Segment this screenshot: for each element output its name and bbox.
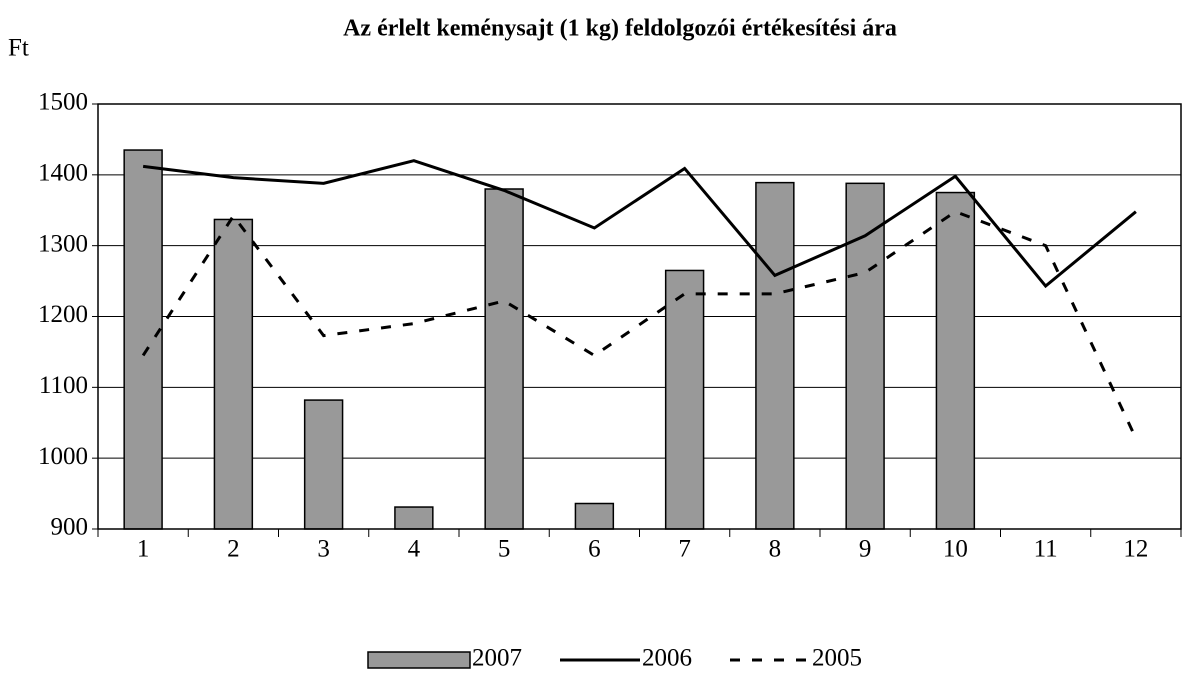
y-axis-label: Ft — [8, 35, 29, 62]
x-tick-label: 4 — [408, 536, 421, 563]
x-tick-label: 3 — [317, 536, 330, 563]
x-tick-label: 1 — [137, 536, 150, 563]
bar — [755, 181, 795, 530]
chart-title: Az érlelt keménysajt (1 kg) feldolgozói … — [343, 16, 897, 42]
x-tick-label: 7 — [678, 536, 691, 563]
x-tick-label: 9 — [859, 536, 872, 563]
legend-label: 2006 — [642, 645, 692, 672]
legend-label: 2007 — [472, 645, 522, 672]
y-tick-label: 900 — [51, 514, 89, 541]
bar — [213, 218, 254, 530]
bar — [123, 149, 163, 530]
y-tick-label: 1000 — [38, 443, 88, 470]
bar — [574, 502, 615, 530]
x-tick-label: 12 — [1123, 536, 1148, 563]
y-tick-label: 1400 — [38, 160, 88, 187]
y-tick-label: 1300 — [38, 230, 88, 257]
bar — [935, 191, 976, 530]
bar — [303, 399, 344, 530]
x-tick-label: 8 — [769, 536, 782, 563]
x-tick-label: 5 — [498, 536, 511, 563]
x-tick-label: 10 — [943, 536, 968, 563]
y-tick-label: 1500 — [38, 89, 88, 116]
plot-border — [97, 103, 1182, 530]
bar — [484, 188, 524, 530]
x-tick-label: 6 — [588, 536, 601, 563]
legend-label: 2005 — [812, 645, 862, 672]
y-tick-label: 1100 — [39, 372, 88, 399]
y-tick-label: 1200 — [38, 301, 88, 328]
x-tick-label: 2 — [227, 536, 240, 563]
bar — [394, 506, 434, 530]
line — [141, 209, 1138, 439]
legend-swatch — [367, 651, 471, 669]
x-tick-label: 11 — [1034, 536, 1058, 563]
line — [142, 159, 1137, 289]
bar — [664, 269, 705, 530]
